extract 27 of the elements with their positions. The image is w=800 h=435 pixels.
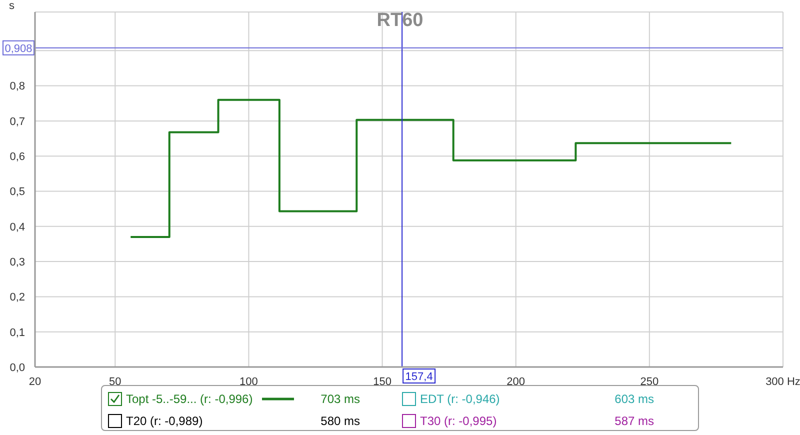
x-tick-label: 300 Hz	[766, 376, 800, 388]
y-tick-label: 0,4	[10, 221, 25, 234]
legend-label: EDT (r: -0,946)	[420, 392, 500, 406]
x-tick-label: 200	[506, 376, 526, 388]
y-tick-label: 0,3	[10, 256, 25, 268]
legend-label: T30 (r: -0,995)	[420, 414, 497, 428]
text: 703 ms	[320, 392, 360, 406]
x-tick-label: 50	[109, 376, 122, 388]
y-tick-label: 0,6	[10, 151, 25, 164]
x-tick-label: 100	[240, 376, 258, 388]
legend-label: T20 (r: -0,989)	[126, 414, 203, 428]
y-axis-title: s	[9, 0, 14, 12]
y-tick-label: 0,8	[10, 80, 25, 93]
x-tick-label: 20	[28, 376, 42, 388]
ref-line-label: 0,908	[4, 42, 32, 55]
y-tick-label: 0,0	[10, 362, 25, 374]
text: 587 ms	[614, 414, 654, 428]
ref-line-label: 157,4	[405, 371, 433, 383]
text: 580 ms	[320, 414, 360, 428]
legend-label: Topt -5..-59... (r: -0,996)	[126, 392, 253, 406]
y-tick-label: 0,1	[10, 326, 25, 339]
y-tick-label: 0,2	[10, 292, 25, 304]
x-tick-label: 250	[640, 376, 659, 388]
y-tick-label: 0,5	[10, 186, 25, 198]
text: 603 ms	[614, 392, 654, 406]
x-tick-label: 150	[373, 376, 392, 388]
y-tick-label: 0,7	[10, 116, 25, 128]
